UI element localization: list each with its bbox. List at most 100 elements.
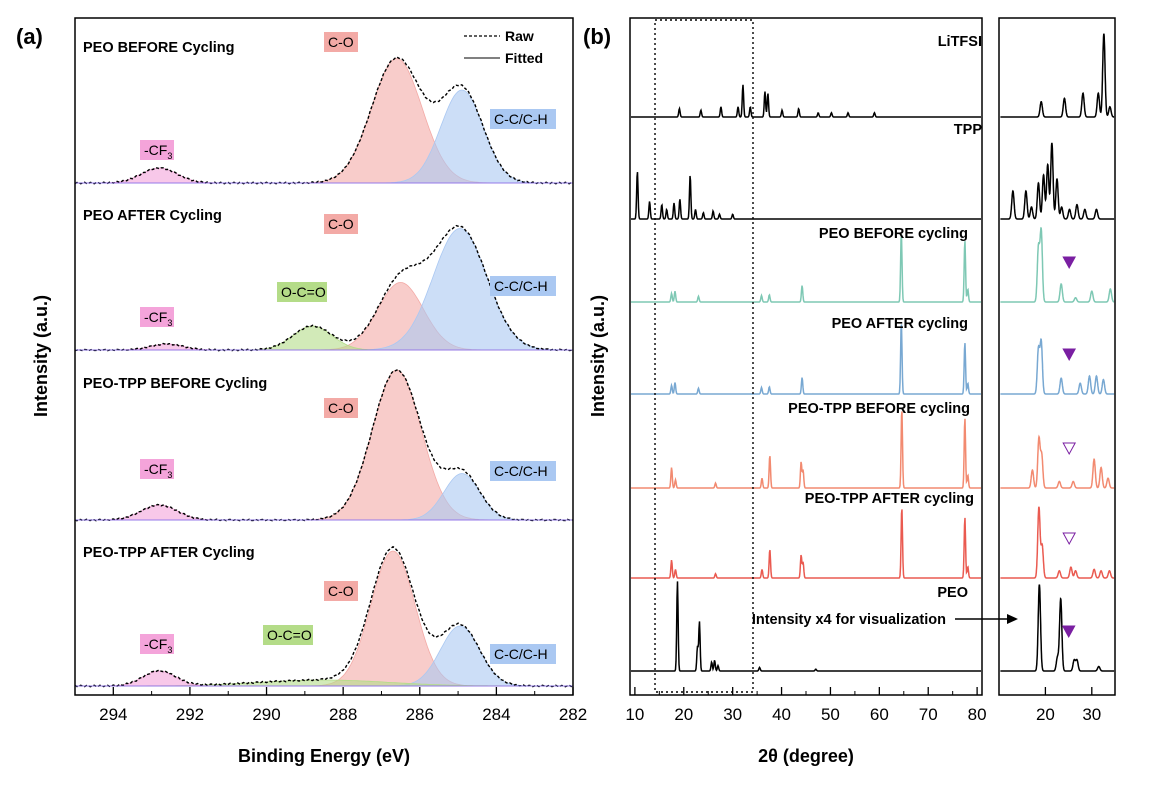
xrd-marker [1062, 348, 1077, 362]
peak-label: O-C=O [281, 284, 326, 300]
xrd-tick-label: 30 [723, 705, 742, 724]
xps-y-axis-label: Intensity (a.u.) [31, 295, 51, 417]
peak-label-box [324, 214, 358, 234]
xps-raw-curve [75, 368, 573, 522]
xps-x-axis: 294 292 290 288 286 284 282 [74, 687, 587, 724]
xrd-plot: 10 20 30 40 50 60 70 80 20 30 LiTFSI TPP PEO BEFORE… [588, 17, 1116, 766]
peak-label-box [277, 282, 327, 302]
peak-label-subscript: 3 [167, 318, 172, 328]
xps-subplot-title: PEO AFTER Cycling [83, 208, 222, 224]
xrd-trace-label: LiTFSI [938, 34, 982, 50]
peak-label: C-C/C-H [494, 111, 548, 127]
xps-tick-label: 292 [176, 705, 204, 724]
xrd-trace-label: PEO AFTER cycling [832, 316, 968, 332]
xrd-inset-tick-label: 30 [1082, 705, 1101, 724]
peak-label-box [490, 276, 556, 296]
xrd-tick-label: 80 [968, 705, 987, 724]
xrd-pattern-line [1000, 434, 1115, 489]
peak-label-subscript: 3 [167, 470, 172, 480]
peak-label: C-O [328, 400, 354, 416]
peak-label-box [324, 398, 358, 418]
xps-raw-curve [75, 224, 573, 352]
xrd-trace-label: PEO-TPP AFTER cycling [805, 491, 974, 507]
peak-label-box [140, 634, 174, 654]
peak-label: C-O [328, 34, 354, 50]
xrd-trace-label: PEO BEFORE cycling [819, 226, 968, 242]
xrd-x-axis: 10 20 30 40 50 60 70 80 20 30 [625, 687, 1101, 724]
xrd-tick-label: 40 [772, 705, 791, 724]
xps-annotations: PEO BEFORE Cycling C-O C-C/C-H -CF3 PEO AFTE… [83, 32, 556, 664]
xrd-annotation: Intensity x4 for visualization [752, 612, 946, 628]
xrd-y-axis-label: Intensity (a.u.) [588, 295, 608, 417]
xrd-x-axis-label: 2θ (degree) [758, 746, 854, 766]
peak-label-box [140, 140, 174, 160]
xrd-trace-labels: LiTFSI TPP PEO BEFORE cycling PEO AFTER cyc… [788, 34, 982, 601]
peak-label: C-C/C-H [494, 463, 548, 479]
xrd-marker [1062, 442, 1077, 456]
xrd-patterns [631, 33, 1115, 672]
panel-a-label: (a) [16, 24, 43, 49]
xps-tick-label: 288 [329, 705, 357, 724]
xps-fit-peak [75, 550, 573, 687]
xps-plot: 294 292 290 288 286 284 282 PEO BEFORE Cycling… [31, 17, 587, 766]
xps-frame [74, 17, 574, 696]
peak-label: O-C=O [267, 627, 312, 643]
xps-tick-label: 282 [559, 705, 587, 724]
xrd-pattern-line [631, 411, 981, 489]
peak-label-box [490, 644, 556, 664]
xrd-pattern-line [1000, 584, 1115, 672]
xrd-trace-label: PEO-TPP BEFORE cycling [788, 401, 970, 417]
xrd-marker [1062, 532, 1077, 546]
xrd-pattern-line [1000, 33, 1115, 118]
peak-label: -CF3 [144, 309, 172, 328]
xps-x-axis-label: Binding Energy (eV) [238, 746, 410, 766]
peak-label-subscript: 3 [167, 151, 172, 161]
peak-label: C-O [328, 216, 354, 232]
xrd-inset-frame [998, 17, 1116, 696]
peak-label-subscript: 3 [167, 645, 172, 655]
xrd-pattern-line [631, 324, 981, 395]
xrd-pattern-line [631, 581, 981, 672]
peak-label-box [140, 307, 174, 327]
xrd-pattern-line [1000, 226, 1115, 303]
xrd-trace-label: TPP [954, 122, 983, 138]
peak-label: C-C/C-H [494, 278, 548, 294]
peak-label-box [490, 461, 556, 481]
xrd-tick-label: 70 [919, 705, 938, 724]
xrd-annotation-arrowhead [1007, 614, 1018, 624]
xps-raw-curve [75, 545, 573, 688]
xrd-trace-label: PEO [937, 585, 968, 601]
xps-fit-peak [75, 369, 573, 521]
xps-fit-peak [75, 89, 573, 184]
xrd-main-frame [629, 17, 983, 696]
xrd-pattern-line [631, 84, 981, 118]
peak-label: -CF3 [144, 636, 172, 655]
xps-tick-label: 286 [406, 705, 434, 724]
xrd-pattern-line [1000, 506, 1115, 579]
peak-label-box [263, 625, 313, 645]
xps-tick-label: 294 [99, 705, 127, 724]
xps-tick-label: 290 [252, 705, 280, 724]
xrd-tick-label: 20 [674, 705, 693, 724]
xrd-tick-label: 50 [821, 705, 840, 724]
xps-subplot-title: PEO-TPP BEFORE Cycling [83, 376, 267, 392]
peak-label: -CF3 [144, 142, 172, 161]
xps-tick-label: 284 [482, 705, 510, 724]
xrd-inset-tick-label: 20 [1036, 705, 1055, 724]
legend-fitted-label: Fitted [505, 50, 543, 66]
panel-b-label: (b) [583, 24, 611, 49]
xps-subplot-title: PEO BEFORE Cycling [83, 40, 234, 56]
peak-label-box [490, 109, 556, 129]
peak-label-box [324, 581, 358, 601]
xrd-zoom-region [654, 19, 754, 693]
xrd-pattern-line [631, 234, 981, 303]
xrd-tick-label: 60 [870, 705, 889, 724]
xrd-marker [1062, 256, 1077, 270]
peak-label: C-O [328, 583, 354, 599]
xrd-pattern-line [1000, 142, 1115, 220]
peak-label-box [140, 459, 174, 479]
xrd-pattern-line [631, 172, 981, 220]
peak-label-box [324, 32, 358, 52]
xrd-pattern-line [1000, 337, 1115, 395]
